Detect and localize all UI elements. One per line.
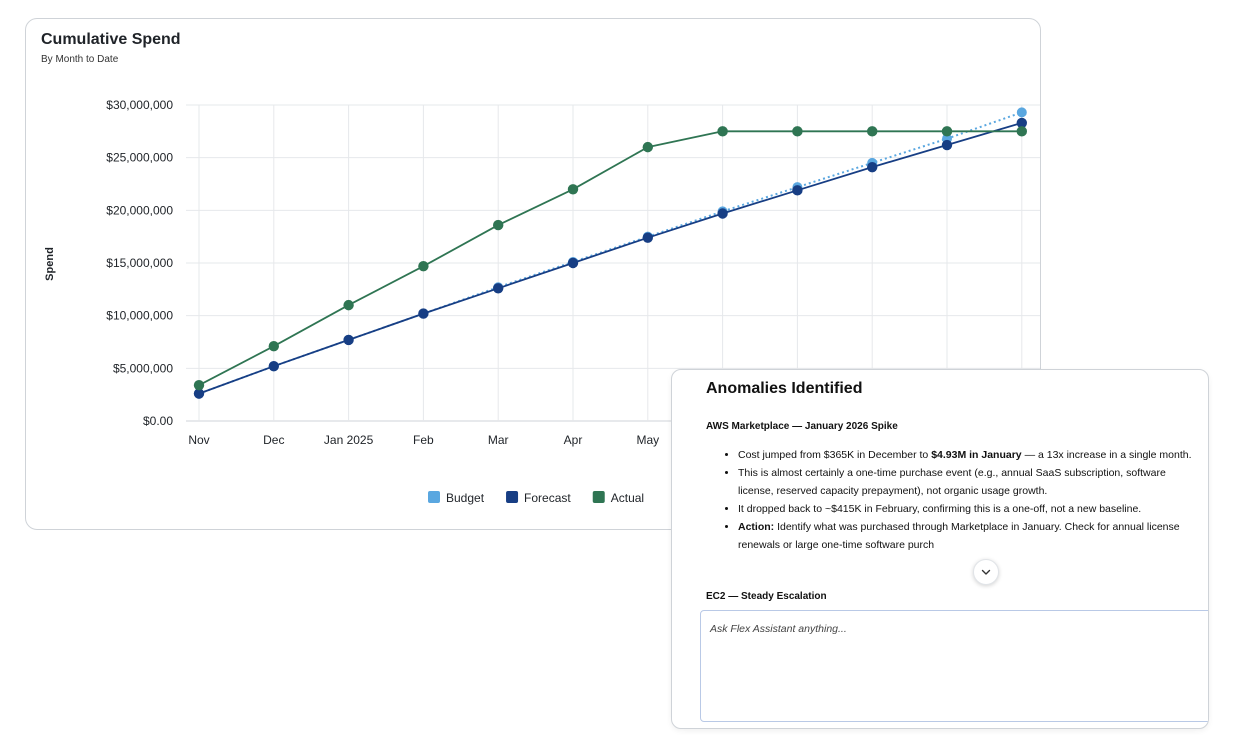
bullet-text: Identify what was purchased through Mark… [738,521,1180,551]
y-axis-label: Spend [44,247,56,281]
y-tick-label: $30,000,000 [106,98,173,112]
bullet-text: Cost jumped from $365K in December to [738,449,932,461]
series-line [198,130,1022,386]
legend-item: Forecast [506,491,571,505]
assistant-input[interactable] [701,611,1208,721]
bullet-text: This is almost certainly a one-time purc… [738,467,1166,497]
legend-label: Forecast [524,491,571,505]
x-tick-label: Jan 2025 [324,433,374,447]
legend-item: Budget [428,491,485,505]
data-point [1016,117,1027,129]
legend-label: Actual [611,491,644,505]
anomaly-bullet-list: Cost jumped from $365K in December to $4… [712,446,1198,554]
list-item: Cost jumped from $365K in December to $4… [738,446,1198,464]
data-point [867,161,878,173]
series-actual [193,126,1027,391]
x-tick-label: Apr [564,433,583,447]
section-heading: AWS Marketplace — January 2026 Spike [706,421,898,432]
data-point [418,308,429,319]
chart-grid [186,104,1040,422]
data-point [717,208,728,219]
list-item: This is almost certainly a one-time purc… [738,464,1198,500]
y-tick-label: $0.00 [143,414,173,428]
chart-legend: Budget Forecast Actual [428,491,644,505]
bullet-text: It dropped back to ~$415K in February, c… [738,503,1142,515]
data-point [1016,126,1027,137]
data-point [193,379,205,391]
data-point [1016,107,1027,118]
data-point [642,232,653,243]
y-tick-label: $15,000,000 [106,256,173,270]
bullet-bold: Action: [738,521,775,533]
data-point [567,184,579,195]
data-point [493,219,504,231]
legend-swatch [506,491,519,503]
cumulative-spend-chart: $0.00 $5,000,000 $10,000,000 $15,000,000 $20… [44,98,1040,505]
anomalies-panel: Anomalies Identified AWS Marketplace — J… [671,369,1209,729]
list-item: It dropped back to ~$415K in February, c… [738,500,1198,518]
x-tick-label: Dec [263,433,284,447]
data-point [642,141,653,153]
legend-swatch [592,491,605,503]
data-point [867,126,878,137]
data-point [268,341,279,352]
data-point [343,299,354,311]
data-point [792,185,803,196]
data-point [941,139,953,151]
x-tick-label: Mar [488,433,509,447]
series-line [198,111,1023,395]
legend-item: Actual [592,491,644,505]
chevron-down-icon [981,569,991,575]
data-point [567,257,579,269]
chart-title: Cumulative Spend [41,31,181,48]
x-tick-label: Nov [188,433,209,447]
x-tick-label: Feb [413,433,434,447]
legend-label: Budget [446,491,485,505]
data-point [343,334,354,346]
panel-title: Anomalies Identified [706,380,863,397]
y-tick-label: $20,000,000 [106,203,173,217]
data-point [418,260,429,272]
y-tick-label: $10,000,000 [106,309,173,323]
chart-subtitle: By Month to Date [41,54,119,65]
bullet-text: — a 13x increase in a single month. [1021,449,1192,461]
data-point [268,361,279,372]
scroll-down-button[interactable] [973,559,999,585]
cumulative-spend-card: Cumulative Spend By Month to Date $0.00 $… [25,18,1041,530]
series-budget [194,107,1027,399]
data-point [193,388,205,399]
y-tick-label: $5,000,000 [113,361,173,375]
next-section-heading: EC2 — Steady Escalation [706,591,827,602]
data-point [717,126,728,137]
legend-swatch [428,491,440,503]
data-point [941,126,953,137]
y-tick-label: $25,000,000 [106,151,173,165]
bullet-bold: $4.93M in January [931,449,1022,461]
assistant-input-box [700,610,1208,722]
list-item: Action: Identify what was purchased thro… [738,518,1198,554]
data-point [493,283,504,294]
data-point [792,126,803,137]
series-forecast [193,117,1027,399]
x-tick-label: May [636,433,659,447]
series-line [198,122,1023,395]
